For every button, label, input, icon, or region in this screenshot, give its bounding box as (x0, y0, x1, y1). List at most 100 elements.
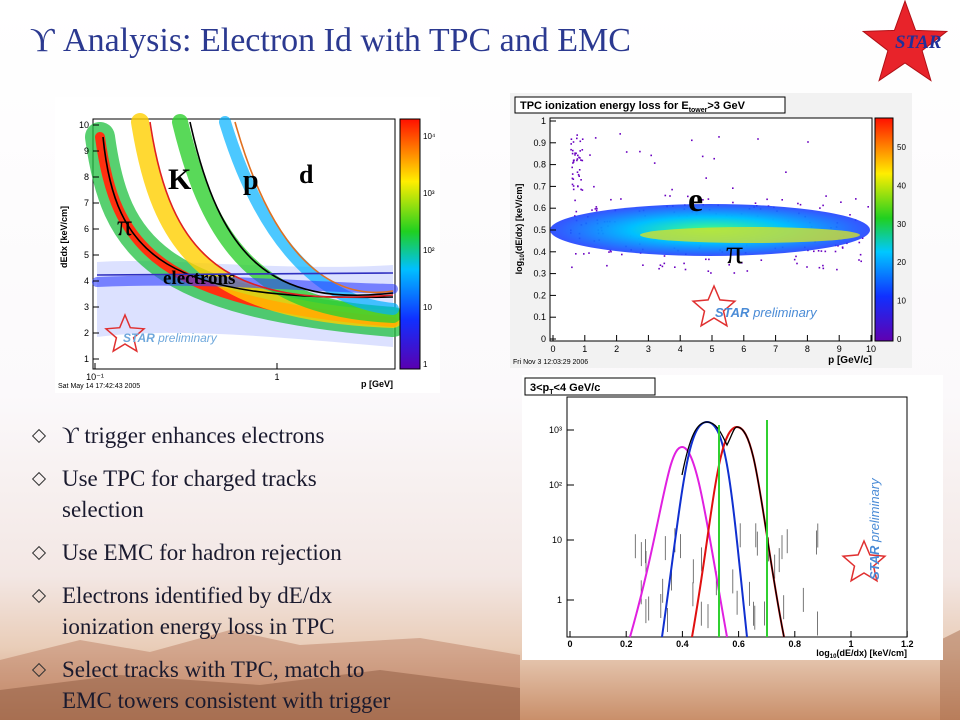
scatter-point (860, 260, 862, 263)
color-scale-label: 50 (897, 143, 906, 152)
scatter-point (683, 262, 685, 265)
scatter-point (822, 267, 825, 270)
y-tick-label: 10² (549, 480, 562, 490)
scatter-point (581, 159, 584, 162)
scatter-point (589, 154, 591, 156)
scatter-point (576, 134, 578, 136)
scatter-point (573, 159, 575, 161)
scatter-point (596, 207, 598, 210)
scatter-point (708, 258, 710, 261)
scatter-point (713, 157, 715, 160)
scatter-point (571, 183, 574, 186)
bullet-item: Use TPC for charged tracks selection (30, 463, 390, 525)
y-axis-label: log10(dE/dx) [keV/cm] (514, 184, 526, 275)
x-tick-label: 4 (678, 344, 683, 354)
scatter-point (733, 272, 736, 274)
bullet-text: ϒ trigger enhances electrons (62, 423, 325, 448)
bullet-text: Use EMC for hadron rejection (62, 540, 342, 565)
x-tick-label: 7 (773, 344, 778, 354)
y-tick-label: 10 (79, 120, 89, 130)
scatter-point (579, 150, 581, 152)
y-tick-label: 2 (84, 328, 89, 338)
y-tick-label: 4 (84, 276, 89, 286)
x-tick-label: 0.6 (732, 639, 745, 649)
scatter-point (620, 198, 622, 200)
scatter-point (570, 143, 572, 145)
scatter-point (671, 188, 673, 191)
scatter-point (593, 185, 595, 188)
color-scale-label: 10³ (423, 189, 435, 198)
scatter-point (575, 253, 577, 255)
bullet-item: Electrons identified by dE/dx ionization … (30, 580, 390, 642)
scatter-point (702, 199, 704, 201)
scatter-point (574, 199, 576, 202)
scatter-point (578, 169, 581, 171)
scatter-point (757, 138, 759, 140)
x-tick-label: 3 (646, 344, 651, 354)
scatter-point (577, 173, 580, 176)
scatter-point (664, 194, 667, 197)
scatter-point (574, 215, 576, 217)
scatter-point (574, 154, 576, 156)
scatter-point (707, 270, 710, 272)
scatter-point (663, 255, 666, 257)
x-tick-label: 0 (550, 344, 555, 354)
bullet-item: Select tracks with TPC, match to EMC towe… (30, 654, 390, 716)
bullet-text: Use TPC for charged tracks (62, 466, 317, 491)
scatter-point (818, 266, 821, 269)
y-tick-label: 5 (84, 250, 89, 260)
scatter-point (576, 137, 578, 140)
color-scale-label: 10⁴ (423, 132, 436, 141)
y-tick-label: 6 (84, 224, 89, 234)
x-tick-label: 2 (614, 344, 619, 354)
bullet-text: EMC towers consistent with trigger (62, 688, 391, 713)
scatter-point (834, 250, 837, 253)
scatter-point (583, 253, 585, 255)
y-tick-label: 0 (541, 334, 546, 344)
bullet-text: Select tracks with TPC, match to (62, 657, 365, 682)
scatter-point (674, 266, 676, 268)
x-tick-label: 1 (582, 344, 587, 354)
scatter-point (710, 272, 712, 274)
particle-label: electrons (163, 268, 235, 289)
color-scale-label: 30 (897, 220, 906, 229)
scatter-point (595, 209, 598, 212)
scatter-point (691, 139, 693, 142)
scatter-point (855, 198, 857, 200)
scatter-point (732, 187, 734, 189)
scatter-point (793, 258, 796, 261)
timestamp: Sat May 14 17:42:43 2005 (58, 383, 140, 390)
color-scale-label: 10² (423, 246, 435, 255)
watermark-star (841, 539, 887, 583)
watermark: STAR preliminary (715, 305, 818, 320)
scatter-point (650, 154, 652, 157)
scatter-point (659, 264, 662, 266)
scatter-point (581, 149, 584, 151)
scatter-point (571, 177, 574, 180)
scatter-point (577, 154, 579, 157)
scatter-point (571, 166, 573, 169)
scatter-point (608, 251, 610, 253)
scatter-point (819, 207, 821, 209)
particle-label: p (243, 165, 259, 196)
bullet-text: Electrons identified by dE/dx (62, 583, 333, 608)
scatter-point (571, 266, 573, 269)
color-scale-label: 10 (423, 303, 432, 312)
y-tick-label: 10³ (549, 425, 562, 435)
x-tick-label: 5 (709, 344, 714, 354)
star-logo: STAR (861, 0, 949, 82)
scatter-point (580, 179, 582, 181)
x-tick-label: 0 (567, 639, 572, 649)
particle-label: e (688, 182, 703, 219)
scatter-point (639, 150, 641, 153)
y-tick-label: 9 (84, 146, 89, 156)
scatter-point (718, 136, 720, 138)
scatter-point (653, 162, 656, 164)
fit-curves (629, 420, 785, 638)
color-scale-label: 20 (897, 258, 906, 267)
scatter-point (579, 157, 581, 159)
bethe-bloch-curves (96, 121, 394, 299)
scatter-point (861, 237, 864, 239)
y-axis-label: dEdx [keV/cm] (59, 206, 69, 268)
